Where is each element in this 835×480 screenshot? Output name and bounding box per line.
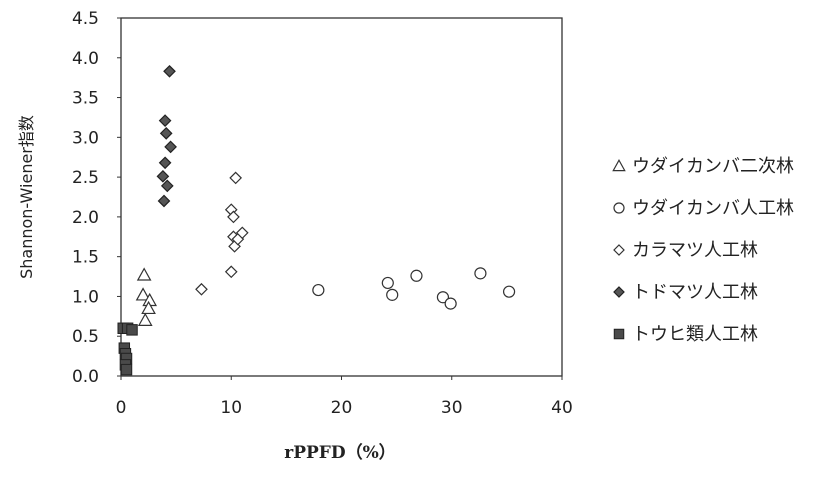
data-point-series-2 [410,269,423,282]
y-tick-label: 1.5 [72,248,99,268]
y-tick-label: 2.5 [72,168,99,188]
data-point-series-3 [195,282,208,296]
data-point-series-2 [474,267,487,280]
y-tick-label: 4.5 [72,9,99,29]
y-tick-label: 1.0 [72,287,99,307]
legend-marker-3 [613,244,625,256]
data-point-series-4 [158,156,172,170]
legend-marker-1 [612,159,626,172]
x-tick-label: 10 [220,398,242,418]
data-point-series-3 [235,226,249,240]
data-point-series-3 [224,265,238,279]
y-axis-ticks: 0.0 0.5 1.0 1.5 2.0 2.5 3.0 3.5 4.0 4.5 [72,9,121,387]
x-tick-label: 30 [441,398,463,418]
legend-marker-4 [613,286,625,298]
data-point-series-3 [227,210,240,224]
data-point-series-4 [158,114,172,127]
plot-area [120,17,563,377]
y-tick-label: 2.0 [72,208,99,228]
legend-label-4: トドマツ人工林 [632,282,758,303]
data-point-series-3 [229,171,243,185]
legend-marker-2 [613,202,625,214]
x-axis-ticks: 0 10 20 30 40 [116,376,573,418]
data-point-series-4 [159,127,173,140]
y-tick-label: 4.0 [72,49,99,69]
legend-label-2: ウダイカンバ人工林 [632,198,794,219]
y-tick-label: 0.0 [72,367,99,387]
data-point-series-2 [386,288,399,301]
data-point-series-1 [135,287,151,301]
data-point-series-4 [160,179,174,193]
data-point-series-1 [136,267,152,281]
x-tick-label: 40 [551,398,573,418]
data-point-series-1 [137,312,153,326]
data-point-series-4 [156,169,170,183]
x-tick-label: 20 [331,398,353,418]
y-tick-label: 3.0 [72,128,99,148]
data-points [117,64,516,376]
data-point-series-2 [312,283,325,297]
data-point-series-4 [163,64,176,78]
data-point-series-2 [444,297,457,310]
data-point-series-2 [502,285,516,298]
legend-marker-5 [613,328,625,340]
y-axis-label: Shannon-Wiener指数 [17,115,36,279]
x-tick-label: 0 [116,398,127,418]
legend-label-3: カラマツ人工林 [632,240,758,261]
legend-label-5: トウヒ類人工林 [632,324,758,345]
data-point-series-2 [436,291,450,304]
y-tick-label: 3.5 [72,89,99,109]
data-point-series-4 [164,140,177,154]
y-tick-label: 0.5 [72,327,99,347]
legend-label-1: ウダイカンバ二次林 [632,156,794,177]
x-axis-label: rPPFD（%） [284,442,396,463]
data-point-series-5 [126,324,138,336]
data-point-series-4 [157,194,171,208]
data-point-series-1 [141,300,156,315]
data-point-series-2 [381,276,394,290]
data-point-series-5 [120,363,133,376]
